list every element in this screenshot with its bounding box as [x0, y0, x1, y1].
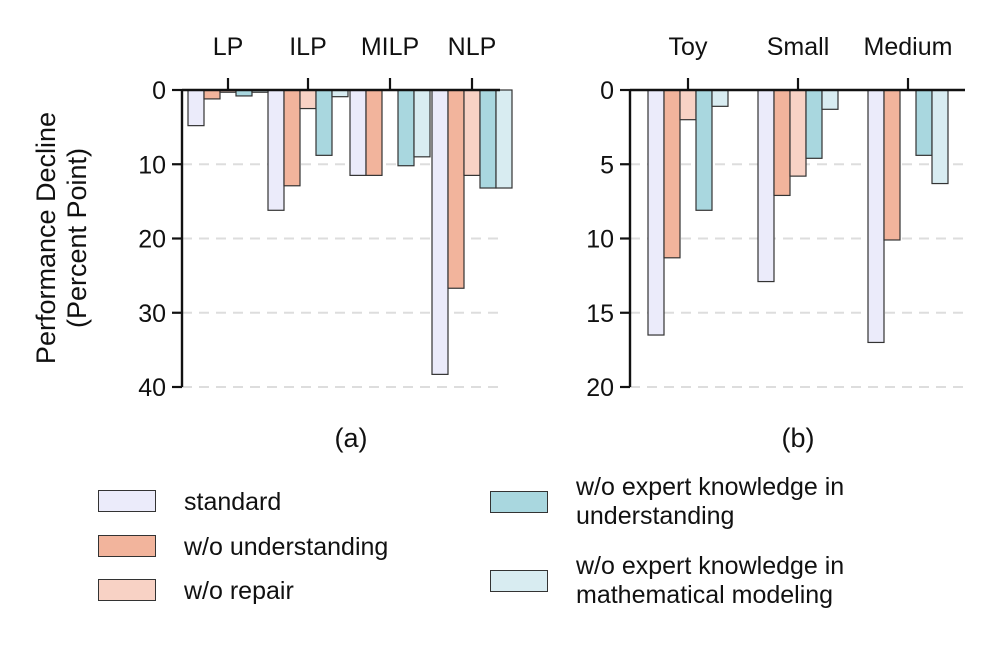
bar — [397, 89, 415, 167]
legend-swatch — [98, 579, 156, 601]
bar — [447, 89, 465, 289]
bar — [821, 89, 839, 110]
bar — [789, 89, 807, 177]
panel-label: (b) — [782, 423, 815, 453]
y-tick-label: 10 — [586, 226, 614, 254]
bar — [187, 89, 205, 127]
x-tick-label: Small — [767, 33, 830, 61]
legend-item: standard — [98, 488, 281, 517]
y-tick-label: 15 — [586, 300, 614, 328]
bar — [431, 89, 449, 375]
bar — [679, 89, 697, 121]
bar — [647, 89, 665, 336]
y-tick-label: 10 — [138, 151, 166, 179]
x-tick-label: Toy — [669, 33, 708, 61]
y-tick-label: 20 — [138, 226, 166, 254]
bar — [283, 89, 301, 187]
bar — [315, 89, 333, 156]
legend-label: standard — [184, 488, 282, 516]
x-tick-label: MILP — [361, 33, 419, 61]
legend-swatch — [98, 490, 156, 512]
y-axis-label-line: Performance Decline — [31, 112, 61, 364]
y-axis-label-line: (Percent Point) — [62, 148, 92, 328]
legend-swatch — [490, 570, 548, 592]
legend-item: w/o understanding — [98, 533, 388, 562]
bar — [203, 89, 221, 100]
legend-label: w/o understanding — [184, 533, 389, 561]
legend-item: w/o expert knowledge in mathematical mod… — [490, 552, 844, 610]
bar — [915, 89, 933, 156]
bar — [299, 89, 317, 110]
x-tick-label: ILP — [289, 33, 327, 61]
bar — [867, 89, 885, 344]
bar — [495, 89, 513, 189]
y-tick-label: 20 — [586, 374, 614, 402]
bar — [349, 89, 367, 176]
y-axis-label: Performance Decline (Percent Point) — [31, 112, 92, 364]
legend-label: w/o expert knowledge in understanding — [576, 473, 845, 530]
bar — [663, 89, 681, 259]
bar — [773, 89, 791, 197]
bar — [463, 89, 481, 176]
bar — [413, 89, 431, 158]
bar — [365, 89, 383, 176]
bar — [883, 89, 901, 241]
y-tick-label: 0 — [152, 77, 166, 105]
legend-label: w/o expert knowledge in mathematical mod… — [576, 552, 845, 609]
legend-swatch — [98, 535, 156, 557]
y-tick-label: 0 — [600, 77, 614, 105]
y-tick-label: 40 — [138, 374, 166, 402]
bar — [695, 89, 713, 211]
x-tick-label: NLP — [448, 33, 497, 61]
bar — [479, 89, 497, 189]
bar — [757, 89, 775, 283]
bar — [931, 89, 949, 185]
x-tick-label: LP — [213, 33, 244, 61]
x-tick-label: Medium — [864, 33, 953, 61]
y-tick-label: 5 — [600, 151, 614, 179]
bar — [711, 89, 729, 107]
legend-item: w/o expert knowledge in understanding — [490, 473, 844, 531]
legend-item: w/o repair — [98, 577, 294, 606]
y-tick-label: 30 — [138, 300, 166, 328]
bar — [805, 89, 823, 159]
legend-label: w/o repair — [184, 577, 294, 605]
bar — [267, 89, 285, 211]
legend-swatch — [490, 491, 548, 513]
panel-label: (a) — [335, 423, 368, 453]
